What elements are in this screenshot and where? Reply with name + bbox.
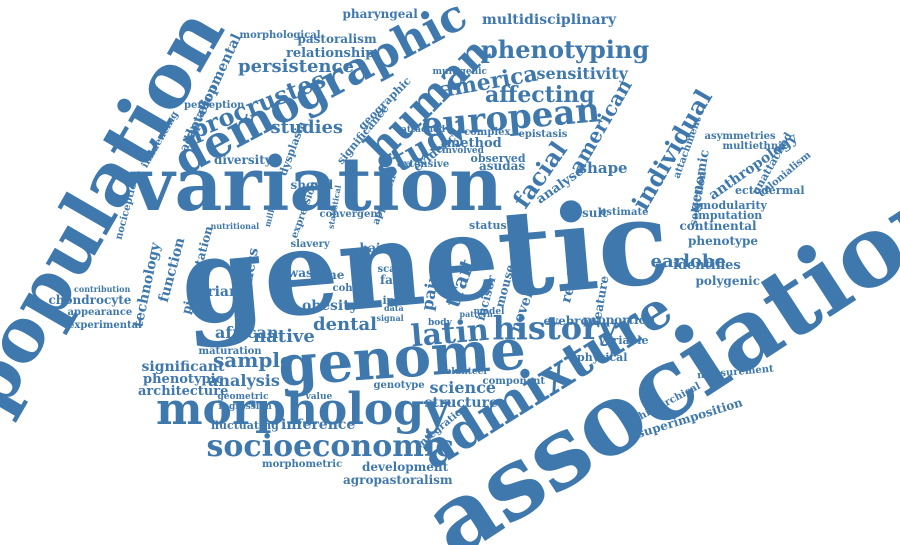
cloud-word: body [428,317,452,328]
cloud-word: socioeconomic [206,429,454,464]
cloud-word: dental [313,314,377,335]
cloud-word: agropastoralism [343,473,453,487]
cloud-word: modularity [699,198,767,212]
cloud-word: relationship [286,45,375,61]
cloud-word: physical [577,350,628,364]
cloud-word: involved [442,145,484,156]
cloud-word: geometric [217,391,269,402]
cloud-word: complex [464,127,511,138]
cloud-word: maturation [198,346,262,357]
cloud-word: chondrocyte [48,293,132,307]
cloud-word: shape [578,158,628,177]
cloud-word: identifies [673,257,741,273]
cloud-word: attached [401,124,446,135]
cloud-word: polygenic [695,274,761,288]
cloud-word: variant [190,284,246,300]
cloud-word: studies [270,117,344,138]
cloud-word: morphometric [262,459,343,470]
cloud-word: estimate [600,207,649,218]
cloud-word: pastoralism [297,32,377,46]
cloud-word: asymmetries [704,131,776,142]
cloud-word: hair [359,241,387,255]
cloud-word: model [473,306,505,317]
cloud-word: proportion [583,313,656,327]
cloud-word: appearance [67,307,133,318]
cloud-word: technology [130,241,164,329]
cloud-word: status [469,218,507,232]
cloud-word: sensitivity [536,64,628,83]
cloud-word: signal [376,313,404,323]
cloud-word: earlobe [650,251,726,272]
cloud-word: index [382,293,416,307]
cloud-word: data [384,303,404,313]
cloud-word: value [305,391,333,402]
cloud-word: gene [312,268,345,282]
cloud-word: convergent [319,209,383,220]
cloud-word: diversity [214,153,272,167]
cloud-word: extensive [397,159,450,170]
cloud-word: perception [184,100,245,111]
cloud-word: slavery [290,239,330,250]
cloud-word: native [253,326,315,347]
cloud-word: face [380,273,408,287]
cloud-word: science [429,378,497,397]
cloud-word: shovel [290,178,334,192]
cloud-word: variation [131,142,503,228]
cloud-word: structure [424,395,498,411]
cloud-word: multigenic [432,66,488,77]
cloud-word: experimental [68,320,142,331]
cloud-word: eyebrow [543,314,599,328]
cloud-word: epistasis [518,129,568,140]
cloud-word: significant [141,359,225,375]
cloud-word: development [362,460,449,474]
cloud-word: observed [470,151,526,165]
cloud-word: multiethnic [722,141,788,152]
cloud-word: component [482,376,546,387]
cloud-word: persistence [238,56,354,77]
cloud-word: phenotyping [481,35,650,64]
cloud-word: regression [218,401,272,412]
cloud-word: gwas [279,266,313,280]
cloud-word: result [568,206,608,220]
cloud-word: imputation [694,208,763,222]
cloud-word: pattern [459,309,493,319]
cloud-word: scan [377,264,403,275]
cloud-word: morphological [239,30,321,41]
cloud-word: method [446,135,502,151]
cloud-word: contribution [74,284,131,294]
cloud-word: morphology [156,384,450,435]
cloud-word: affecting [485,82,595,108]
cloud-word: variable [599,333,649,347]
cloud-word: phenotype [688,234,759,248]
cloud-word: genotype [373,380,425,391]
cloud-word: architecture [138,383,229,399]
cloud-word: cohort [332,283,370,294]
cloud-word: african [215,323,279,342]
cloud-word: multidisciplinary [482,12,617,28]
cloud-word: fluctuating [211,418,279,432]
cloud-word: history [492,309,618,347]
cloud-word: pharyngeal [342,7,418,21]
cloud-word: nutritional [210,221,260,231]
cloud-word: asudas [479,159,526,173]
cloud-word: ectodermal [735,183,805,197]
cloud-word: obesity [302,298,358,314]
cloud-word: volunteer [440,366,489,377]
cloud-word: continental [679,219,757,233]
cloud-word: inference [281,417,356,433]
cloud-word: analysis [208,371,280,390]
cloud-word: phenotypic [143,371,224,387]
cloud-word: sample [213,348,293,372]
